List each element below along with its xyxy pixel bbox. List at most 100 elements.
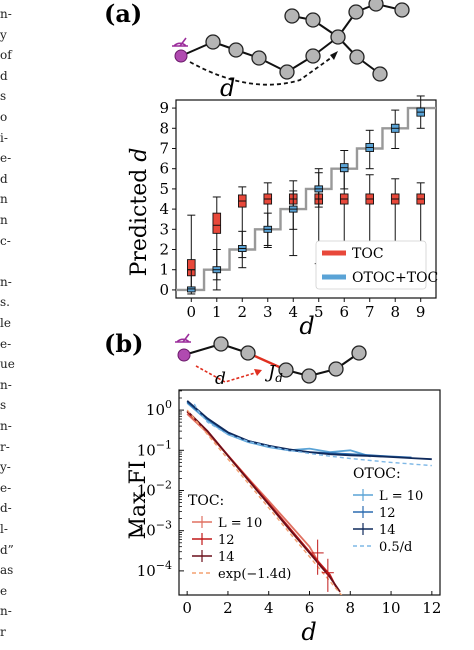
spin-site <box>368 0 384 12</box>
legend-label: TOC <box>352 246 384 262</box>
chart-a-ylabel: Predicted d <box>127 148 152 277</box>
spin-site <box>213 336 229 352</box>
chart-b: 0 2 4 6 8 10 12 100 10−1 10−2 10−3 10−4 TOC: L = 10 12… <box>137 389 441 617</box>
y-tick-label: 10−4 <box>137 559 172 580</box>
series-group <box>186 400 432 595</box>
y-tick-label: 10−2 <box>137 478 172 499</box>
spin-site <box>278 362 294 378</box>
x-tick-label: 5 <box>314 303 324 321</box>
schematic-d-a: d <box>220 74 235 102</box>
x-tick-label: 4 <box>288 303 298 321</box>
box-rect <box>187 286 196 293</box>
spin-site <box>349 49 365 65</box>
y-tick-label: 5 <box>159 180 169 198</box>
margin-text-line: n- <box>0 419 12 433</box>
margin-text-line: d <box>0 171 8 186</box>
margin-text-line: n- <box>0 377 12 392</box>
legend-toc-label: L = 10 <box>218 516 262 531</box>
margin-text-line: s <box>0 398 7 413</box>
panel-a-schematic: d <box>172 0 410 102</box>
distance-arrowhead-a <box>330 51 338 60</box>
spin-site <box>328 361 344 377</box>
y-tick-label: 0 <box>159 281 169 299</box>
x-tick-label: 12 <box>422 599 441 617</box>
margin-text-line: n- <box>0 7 12 21</box>
margin-text-line: as <box>0 563 14 578</box>
margin-text-line: r- <box>0 439 10 454</box>
x-tick-label: 2 <box>238 303 248 321</box>
y-tick-label: 100 <box>146 398 172 419</box>
legend-otoc-label: 14 <box>379 523 396 538</box>
distance-arrow-a <box>189 54 336 86</box>
legend-toc-label: 14 <box>218 550 235 565</box>
series-line <box>186 400 432 461</box>
margin-text-line: o <box>0 110 8 124</box>
margin-text-line: e <box>0 583 8 598</box>
spin-site <box>330 29 346 45</box>
x-tick-label: 6 <box>339 303 349 321</box>
legend-toc-label: 12 <box>218 533 235 548</box>
chart-b-ylabel: Max FI <box>126 461 151 540</box>
x-tick-label: 0 <box>182 599 192 617</box>
y-tick-label: 1 <box>159 261 169 279</box>
probe-icon <box>172 37 188 63</box>
probe-icon <box>175 333 191 362</box>
margin-text-line: n <box>0 192 8 207</box>
panel-a-label: (a) <box>104 0 142 28</box>
spin-site <box>279 64 295 80</box>
margin-text-line: c- <box>0 233 11 248</box>
plot-frame <box>175 99 437 299</box>
margin-text-line: r <box>0 625 6 639</box>
spin-site <box>351 345 367 361</box>
y-tick-label: 7 <box>159 139 169 157</box>
legend-toc-label: exp(−1.4d) <box>218 567 291 582</box>
margin-text-line: of <box>0 48 12 63</box>
legend-label: OTOC+TOC <box>352 270 438 286</box>
margin-text-line: i- <box>0 130 8 145</box>
y-tick-label: 3 <box>159 220 169 238</box>
y-tick-label: 6 <box>159 160 169 178</box>
margin-text-line: ue <box>0 357 15 372</box>
x-tick-label: 1 <box>212 303 222 321</box>
spin-site <box>394 2 410 18</box>
margin-text-line: le <box>0 316 11 330</box>
margin-text-line: e- <box>0 480 12 495</box>
y-tick-label: 4 <box>159 200 169 218</box>
spin-site <box>240 345 256 361</box>
x-tick-label: 6 <box>305 599 315 617</box>
spin-site <box>251 50 267 66</box>
box-rect <box>212 212 222 234</box>
margin-text-line: e- <box>0 336 12 351</box>
series-line <box>193 403 432 467</box>
y-tick-label: 10−3 <box>137 519 172 540</box>
margin-text-line: n- <box>0 274 12 289</box>
legend-otoc-title: OTOC: <box>353 466 401 482</box>
spin-site <box>372 66 388 82</box>
spin-site <box>205 34 221 50</box>
y-tick-label: 8 <box>159 119 169 137</box>
panel-b-schematic: d Jd <box>175 333 367 389</box>
margin-text-line: d” <box>0 542 14 557</box>
margin-text-line: n- <box>0 604 12 619</box>
y-tick-label: 2 <box>159 241 169 259</box>
spin-site <box>228 42 244 58</box>
margin-text-line: s. <box>0 295 10 310</box>
x-tick-label: 2 <box>223 599 233 617</box>
legend-toc-title: TOC: <box>188 493 224 509</box>
chart-a-xlabel: d <box>299 312 314 340</box>
distance-arrow-b <box>195 365 259 383</box>
series-line <box>186 413 323 569</box>
margin-text-line: y <box>0 27 7 42</box>
spin-chain-b <box>183 336 367 384</box>
margin-text-line: s <box>0 89 7 104</box>
spin-site <box>348 4 364 20</box>
y-tick-label: 9 <box>159 99 169 117</box>
panel-b-label: (b) <box>104 329 144 358</box>
legend-otoc-label: L = 10 <box>379 489 423 504</box>
x-tick-label: 0 <box>187 303 197 321</box>
margin-text-line: d <box>0 68 8 83</box>
x-tick-label: 7 <box>365 303 375 321</box>
margin-text-column: n-y of d s o i-e-d n n c-n-s. le e-ue n-s n-r-y-e-d-… <box>0 0 18 650</box>
